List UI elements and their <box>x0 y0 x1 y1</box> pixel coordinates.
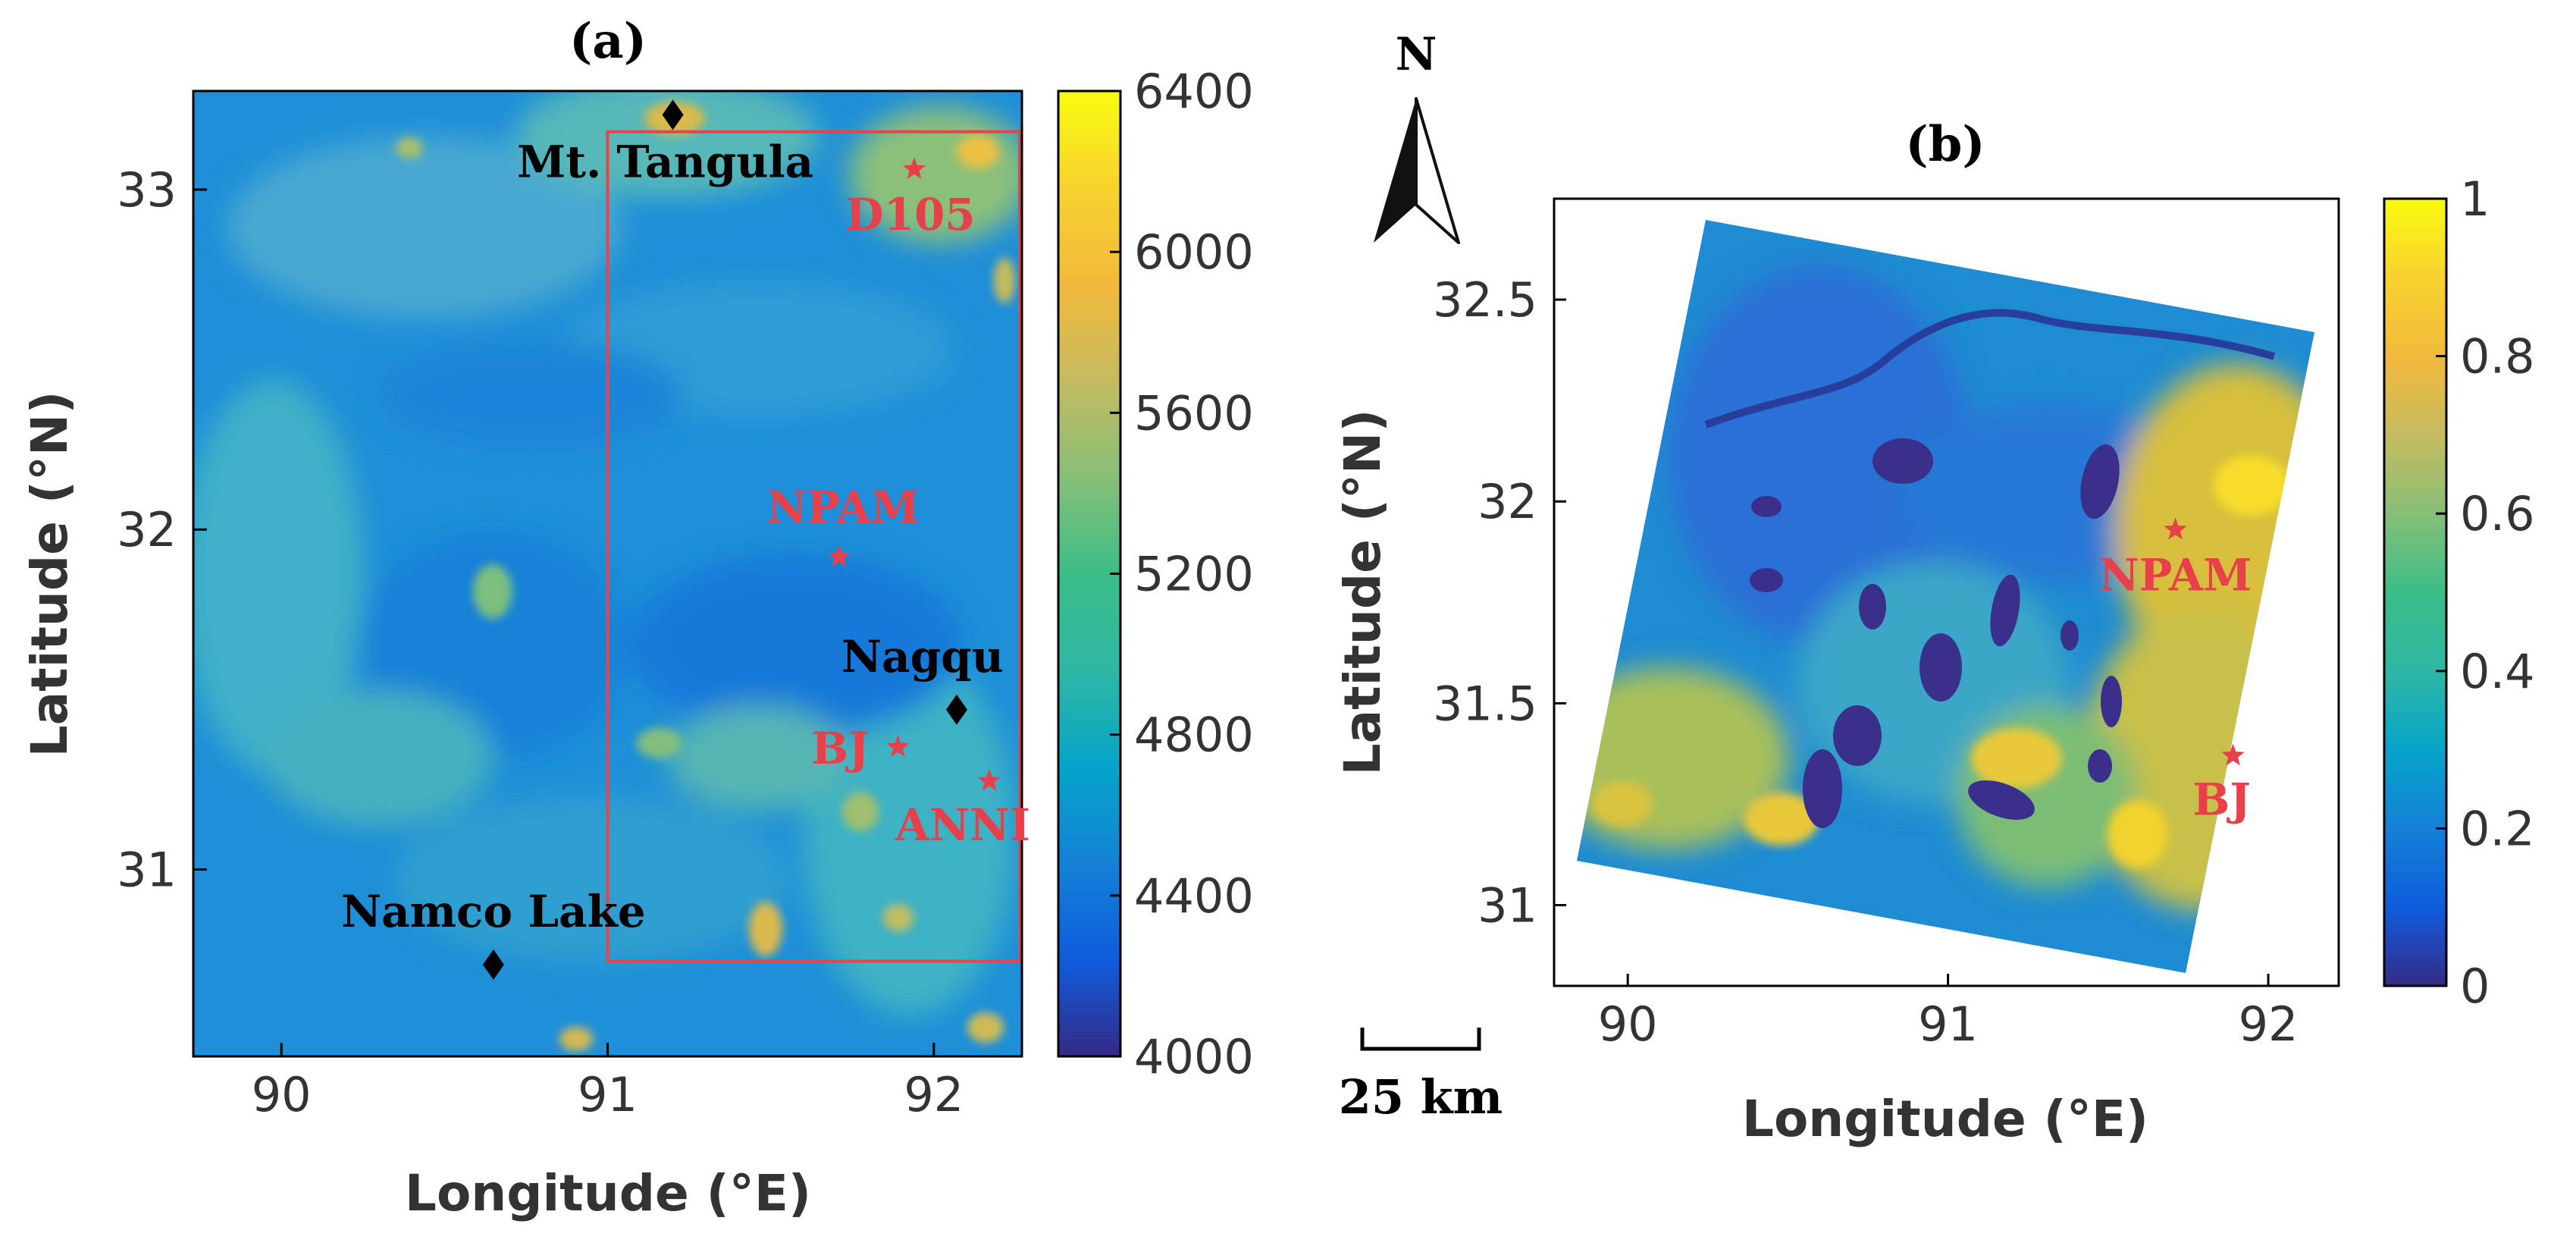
colorbar-b <box>2383 197 2448 987</box>
place-diamond-icon <box>662 99 684 130</box>
panel-a-stations: D105 NPAM BJ ANNI <box>766 157 1030 851</box>
station-label: ANNI <box>895 799 1030 851</box>
colorbar-a-ticks: 4000 4400 4800 5200 5600 6000 6400 <box>1110 64 1254 1084</box>
panel-b-title: (b) <box>1905 116 1985 173</box>
place-label: Nagqu <box>841 631 1004 683</box>
scale-bar: 25 km <box>1339 1028 1503 1125</box>
scale-bar-line <box>1360 1028 1481 1051</box>
station-star-icon <box>827 545 851 567</box>
y-tick-label: 33 <box>117 162 177 218</box>
panel-a-x-axis-label: Longitude (°E) <box>405 1164 811 1222</box>
panel-b-frame <box>1553 197 2340 987</box>
x-tick-label: 90 <box>252 1067 312 1122</box>
panel-a-y-ticks: 31 32 33 <box>117 162 207 897</box>
north-arrow-light-half <box>1415 97 1460 244</box>
colorbar-tick-label: 5200 <box>1134 547 1254 602</box>
panel-b-y-axis-label: Latitude (°N) <box>1333 410 1392 776</box>
panel-b-y-ticks: 31 31.5 32 32.5 <box>1433 272 1566 934</box>
lakes <box>1750 438 2122 828</box>
station-star-icon <box>886 735 910 757</box>
station-star-icon <box>902 157 926 179</box>
colorbar-tick-label: 1 <box>2460 171 2490 227</box>
place-label: Namco Lake <box>341 886 646 937</box>
station-label: NPAM <box>2099 549 2252 601</box>
y-tick-label: 32.5 <box>1433 272 1537 328</box>
station-star-icon <box>2221 743 2245 766</box>
place-diamond-icon <box>945 694 967 725</box>
colorbar-tick-label: 0.8 <box>2460 329 2535 384</box>
y-tick-label: 31.5 <box>1433 676 1537 731</box>
colorbar-tick-label: 4400 <box>1134 868 1254 924</box>
colorbar-tick-label: 5600 <box>1134 385 1254 441</box>
colorbar-tick-label: 4000 <box>1134 1029 1254 1084</box>
panel-a-y-axis-label: Latitude (°N) <box>20 391 79 758</box>
fraction-map <box>1553 197 2340 987</box>
y-tick-label: 32 <box>117 502 177 557</box>
station-label: BJ <box>2192 774 2250 826</box>
colorbar-tick-label: 0.2 <box>2460 801 2535 856</box>
north-arrow: N <box>1374 28 1460 244</box>
colorbar-tick-label: 6400 <box>1134 64 1254 119</box>
panel-b-x-ticks: 90 91 92 <box>1598 974 2299 1052</box>
elevation-map <box>192 89 1023 1058</box>
north-arrow-dark-half <box>1374 99 1416 243</box>
panel-a-places: Mt. Tangula Nagqu Namco Lake <box>341 99 1004 980</box>
station-label: NPAM <box>766 482 920 533</box>
x-tick-label: 92 <box>904 1067 964 1122</box>
place-diamond-icon <box>482 949 504 980</box>
scale-bar-label: 25 km <box>1339 1069 1503 1125</box>
colorbar-tick-label: 0.6 <box>2460 486 2535 541</box>
colorbar-tick-label: 0.4 <box>2460 644 2535 699</box>
x-tick-label: 90 <box>1598 996 1658 1052</box>
x-tick-label: 92 <box>2239 996 2299 1052</box>
panel-a-x-ticks: 90 91 92 <box>252 1043 964 1122</box>
y-tick-label: 32 <box>1478 474 1537 529</box>
panel-b-x-axis-label: Longitude (°E) <box>1742 1090 2148 1148</box>
panel-a-title: (a) <box>569 13 647 70</box>
y-tick-label: 31 <box>1478 878 1537 934</box>
station-label: BJ <box>811 723 869 774</box>
station-star-icon <box>977 768 1001 791</box>
colorbar-tick-label: 6000 <box>1134 224 1254 280</box>
station-star-icon <box>2164 517 2187 540</box>
north-arrow-label: N <box>1396 28 1437 81</box>
panel-b-stations: NPAM BJ <box>2099 517 2252 826</box>
study-area-box <box>606 130 1021 963</box>
x-tick-label: 91 <box>1918 996 1978 1052</box>
colorbar-tick-label: 4800 <box>1134 708 1254 763</box>
station-label: D105 <box>845 189 975 240</box>
colorbar-b-ticks: 0 0.2 0.4 0.6 0.8 1 <box>2436 171 2535 1014</box>
colorbar-tick-label: 0 <box>2460 959 2490 1014</box>
x-tick-label: 91 <box>578 1067 638 1122</box>
place-label: Mt. Tangula <box>517 136 813 187</box>
y-tick-label: 31 <box>117 842 177 897</box>
